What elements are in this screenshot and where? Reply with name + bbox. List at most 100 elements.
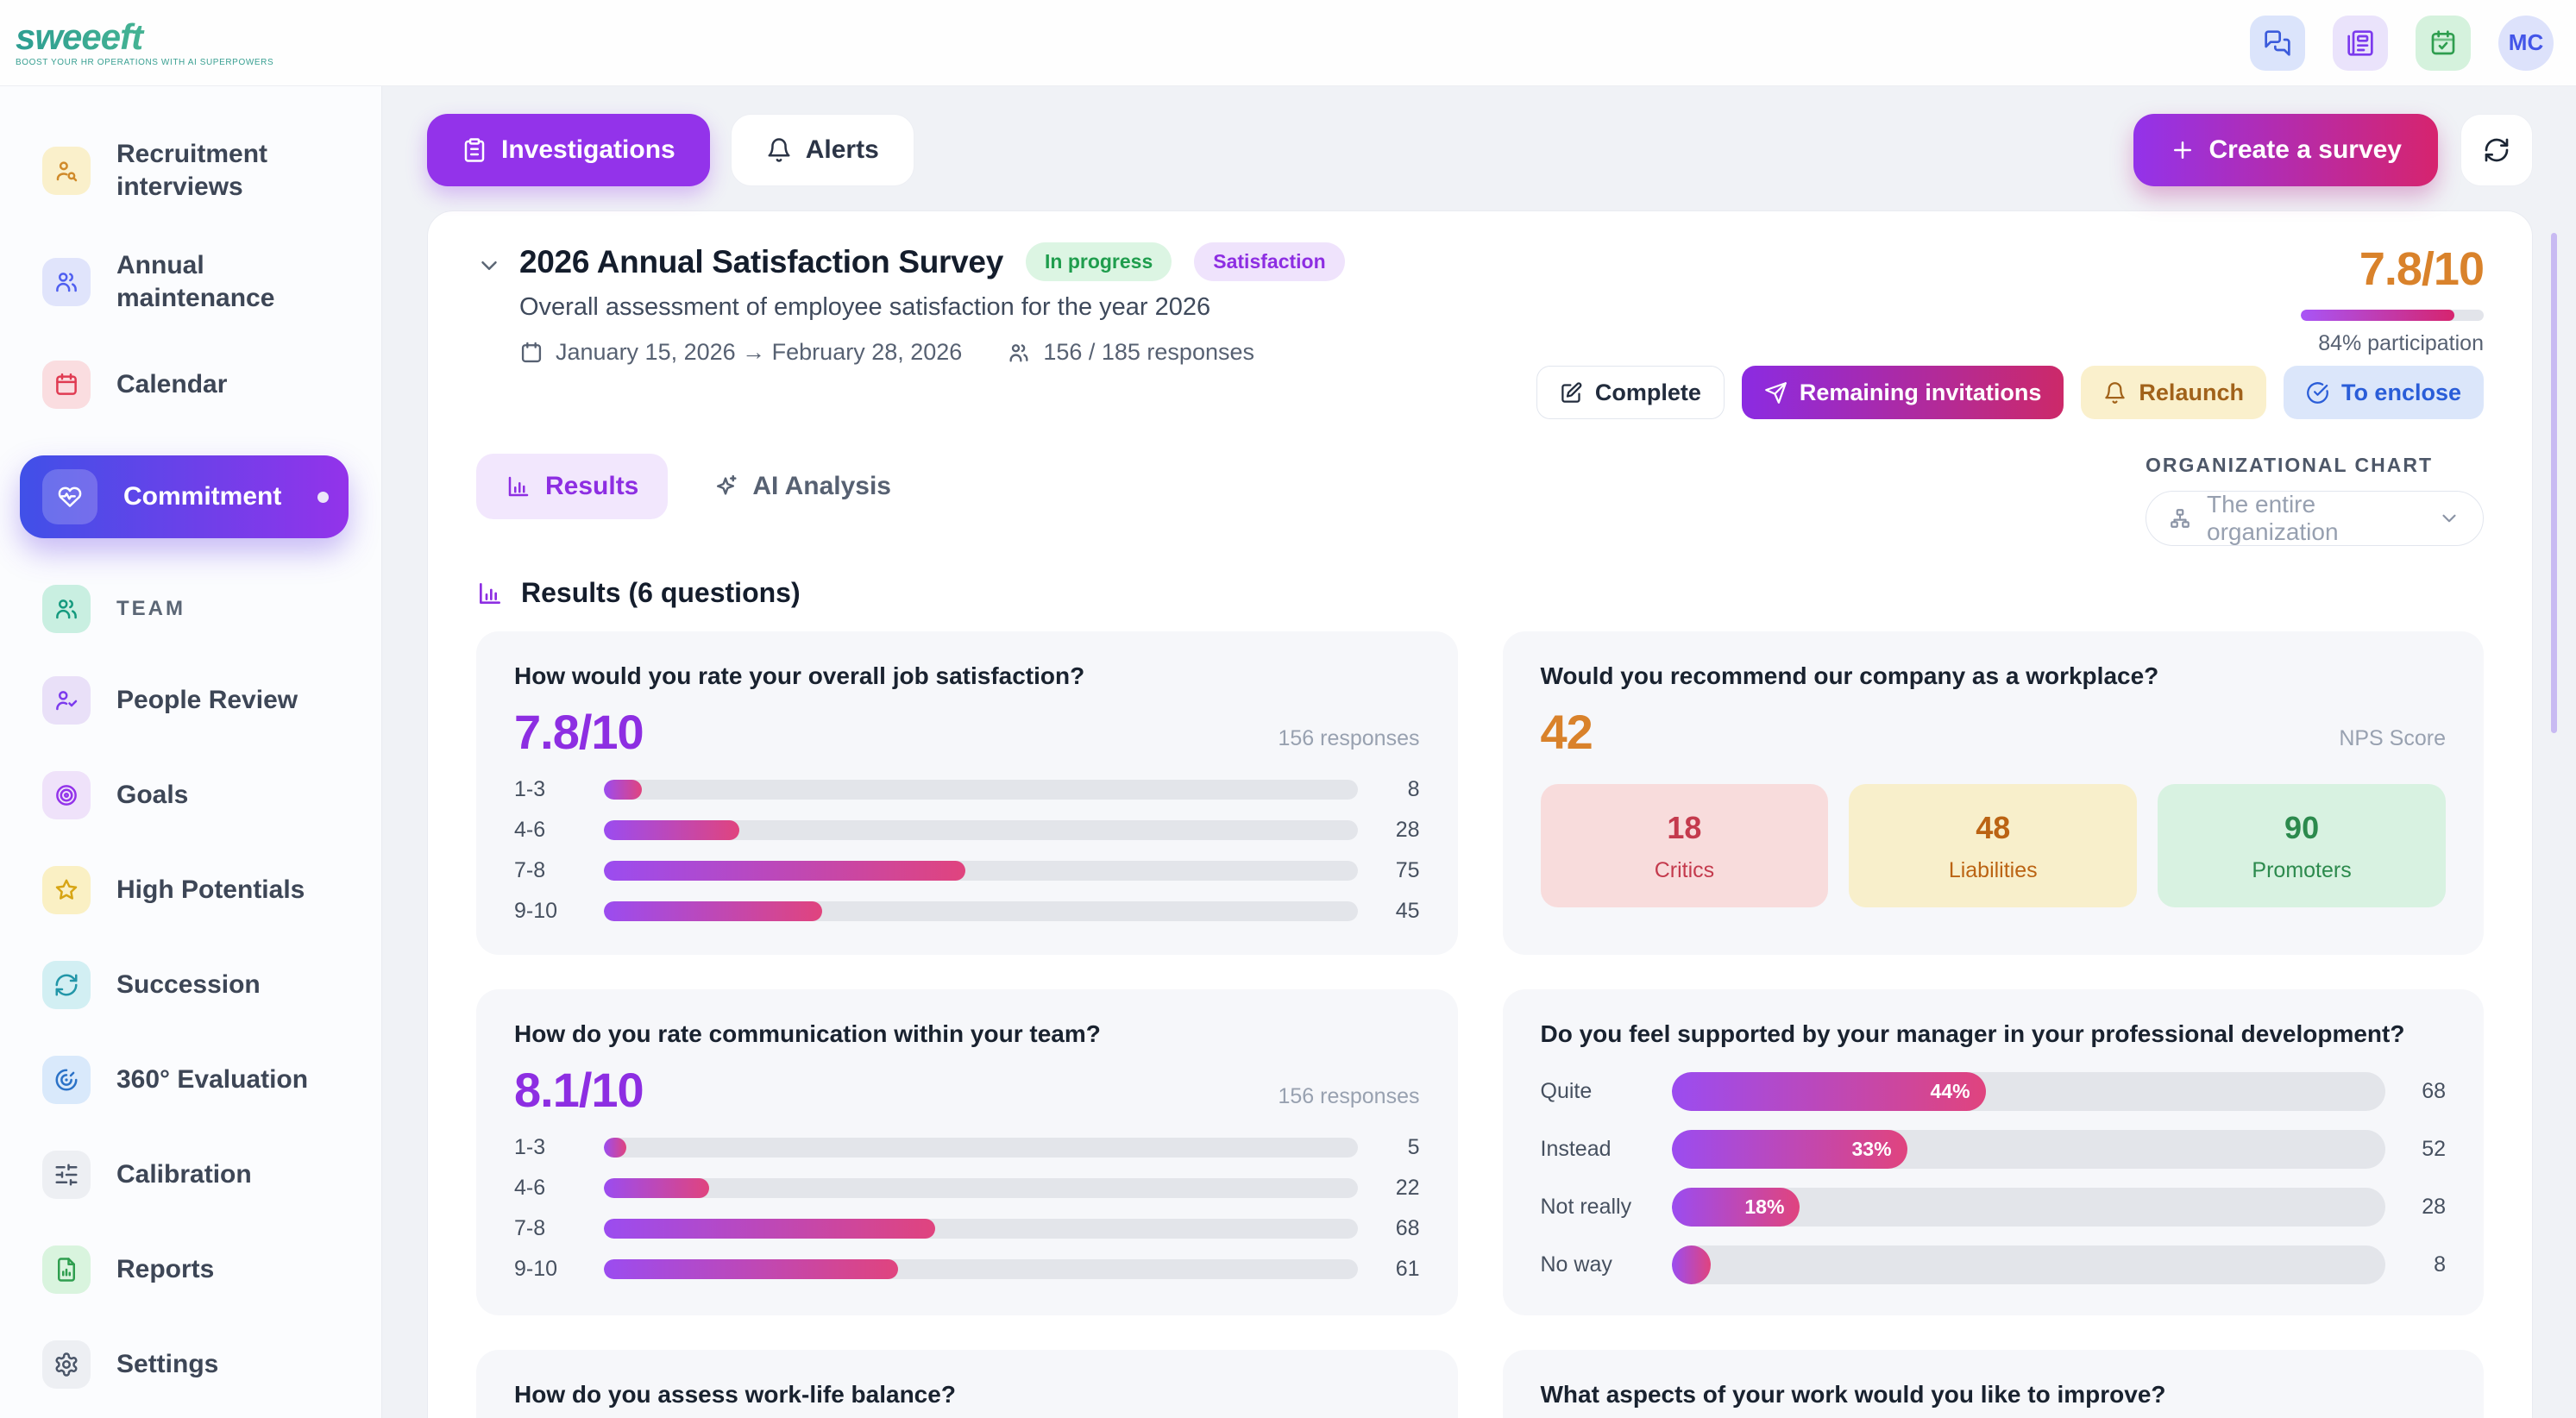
alerts-button[interactable]: Alerts [730, 114, 914, 186]
users-icon [1007, 341, 1031, 365]
distribution: 1-3 8 4-6 28 7-8 75 [514, 777, 1420, 924]
user-avatar[interactable]: MC [2498, 15, 2554, 71]
relaunch-label: Relaunch [2139, 379, 2244, 405]
likert-value: 52 [2422, 1137, 2446, 1161]
sidebar-item-label: 360° Evaluation [116, 1065, 309, 1095]
nps-critics-value: 18 [1667, 810, 1702, 845]
sidebar-item-label: Recruitment interviews [116, 140, 268, 201]
bar-track [604, 820, 1358, 840]
bar-chart-icon [476, 580, 504, 607]
category-badge: Satisfaction [1194, 242, 1345, 281]
survey-info: 2026 Annual Satisfaction Survey In progr… [519, 242, 1345, 366]
nps-score: 42 [1540, 705, 1593, 759]
investigations-label: Investigations [501, 135, 675, 164]
bucket-label: 9-10 [514, 899, 558, 923]
tab-ai-analysis[interactable]: AI Analysis [713, 454, 891, 519]
create-survey-button[interactable]: Create a survey [2133, 114, 2438, 186]
likert-row: Quite 44% 68 [1541, 1072, 2446, 1111]
complete-button[interactable]: Complete [1536, 366, 1725, 419]
gear-icon [42, 1340, 91, 1389]
distribution-row: 7-8 75 [514, 858, 1420, 883]
bar-track [604, 861, 1358, 881]
nps-promoters-value: 90 [2284, 810, 2320, 845]
likert-chart: Quite 44% 68 Instead 33% 52 Not really 1… [1540, 1072, 2446, 1284]
bar-track: 18% [1671, 1188, 2385, 1227]
survey-description: Overall assessment of employee satisfact… [519, 293, 1211, 321]
date-range-text: January 15, 2026 → February 28, 2026 [556, 339, 963, 365]
sidebar-item-recruitment-interviews[interactable]: Recruitment interviews [0, 138, 381, 203]
tabs-row: Results AI Analysis ORGANIZATIONAL CHART… [476, 454, 2484, 546]
calendar-check-button[interactable] [2416, 15, 2471, 71]
questions-grid: How would you rate your overall job sati… [476, 631, 2484, 1418]
question-title: Do you feel supported by your manager in… [1540, 1020, 2405, 1047]
clipboard-icon [462, 137, 487, 163]
sidebar-item-high-potentials[interactable]: High Potentials [0, 866, 381, 914]
question-responses: 156 responses [1278, 726, 1420, 750]
sidebar-item-label: Settings [116, 1350, 219, 1379]
relaunch-button[interactable]: Relaunch [2081, 366, 2266, 419]
newspaper-icon [2347, 29, 2374, 57]
bar-track [604, 780, 1358, 800]
bucket-value: 61 [1395, 1257, 1420, 1281]
distribution-row: 7-8 68 [514, 1216, 1420, 1241]
sidebar-item-settings[interactable]: Settings [0, 1340, 381, 1389]
distribution-row: 4-6 22 [514, 1176, 1420, 1201]
investigations-button[interactable]: Investigations [427, 114, 710, 186]
distribution-row: 1-3 8 [514, 777, 1420, 802]
responses-count-text: 156 / 185 responses [1043, 339, 1254, 365]
hierarchy-icon [2169, 507, 2191, 530]
chevron-down-icon [2438, 507, 2460, 530]
sidebar-item-label: Calendar [116, 370, 228, 399]
sidebar-item-succession[interactable]: Succession [0, 961, 381, 1009]
participation-label: 84% participation [2318, 331, 2484, 355]
bucket-label: 4-6 [514, 1176, 546, 1200]
remaining-invitations-button[interactable]: Remaining invitations [1741, 366, 2064, 419]
active-indicator-dot [317, 491, 330, 503]
bar-fill: 44% [1671, 1072, 1986, 1111]
sidebar-item-people-review[interactable]: People Review [0, 676, 381, 725]
sidebar-item-reports[interactable]: Reports [0, 1245, 381, 1294]
radar-360-icon [42, 1056, 91, 1104]
sidebar-item-commitment[interactable]: Commitment [20, 455, 349, 538]
question-card-work-life-balance: How do you assess work-life balance? 7.2… [476, 1350, 1458, 1418]
likert-label: Instead [1540, 1137, 1612, 1161]
bar-fill [1671, 1245, 1711, 1284]
sidebar-item-calendar[interactable]: Calendar [0, 361, 381, 409]
tab-results[interactable]: Results [476, 454, 669, 519]
nps-critics-box: 18 Critics [1540, 784, 1829, 907]
sidebar-item-calibration[interactable]: Calibration [0, 1151, 381, 1199]
collapse-chevron-icon[interactable] [476, 253, 502, 279]
sidebar-item-goals[interactable]: Goals [0, 771, 381, 819]
scrollbar-thumb[interactable] [2551, 233, 2557, 733]
sidebar-item-annual-maintenance[interactable]: Annual maintenance [0, 249, 381, 314]
bell-icon [2103, 381, 2127, 405]
sidebar-item-label: Goals [116, 781, 189, 810]
survey-score-block: 7.8/10 84% participation [2301, 242, 2485, 356]
org-chart-select[interactable]: The entire organization [2146, 491, 2484, 546]
calendar-check-icon [2429, 29, 2457, 57]
bucket-value: 45 [1395, 899, 1420, 923]
likert-value: 28 [2422, 1195, 2446, 1219]
bar-track [604, 1138, 1358, 1158]
sidebar-item-label: Reports [116, 1255, 215, 1284]
alerts-label: Alerts [805, 135, 879, 164]
star-icon [42, 866, 91, 914]
messages-button[interactable] [2250, 15, 2305, 71]
sidebar-item-label: Commitment [123, 482, 282, 511]
users-icon [42, 257, 91, 306]
refresh-button[interactable] [2460, 114, 2533, 186]
circle-check-icon [2306, 381, 2329, 405]
news-feed-button[interactable] [2333, 15, 2388, 71]
survey-actions: Complete Remaining invitations Relaunch … [476, 366, 2484, 419]
user-check-icon [42, 676, 91, 725]
bucket-value: 5 [1407, 1135, 1420, 1159]
bucket-label: 4-6 [514, 818, 546, 842]
score-row: 8.1/10 156 responses [514, 1062, 1420, 1118]
to-enclose-button[interactable]: To enclose [2283, 366, 2484, 419]
edit-square-icon [1560, 381, 1583, 405]
bar-fill [604, 820, 740, 840]
likert-row: No way 8 [1541, 1245, 2446, 1284]
plus-icon [2170, 137, 2196, 163]
sidebar-item-360-evaluation[interactable]: 360° Evaluation [0, 1056, 381, 1104]
